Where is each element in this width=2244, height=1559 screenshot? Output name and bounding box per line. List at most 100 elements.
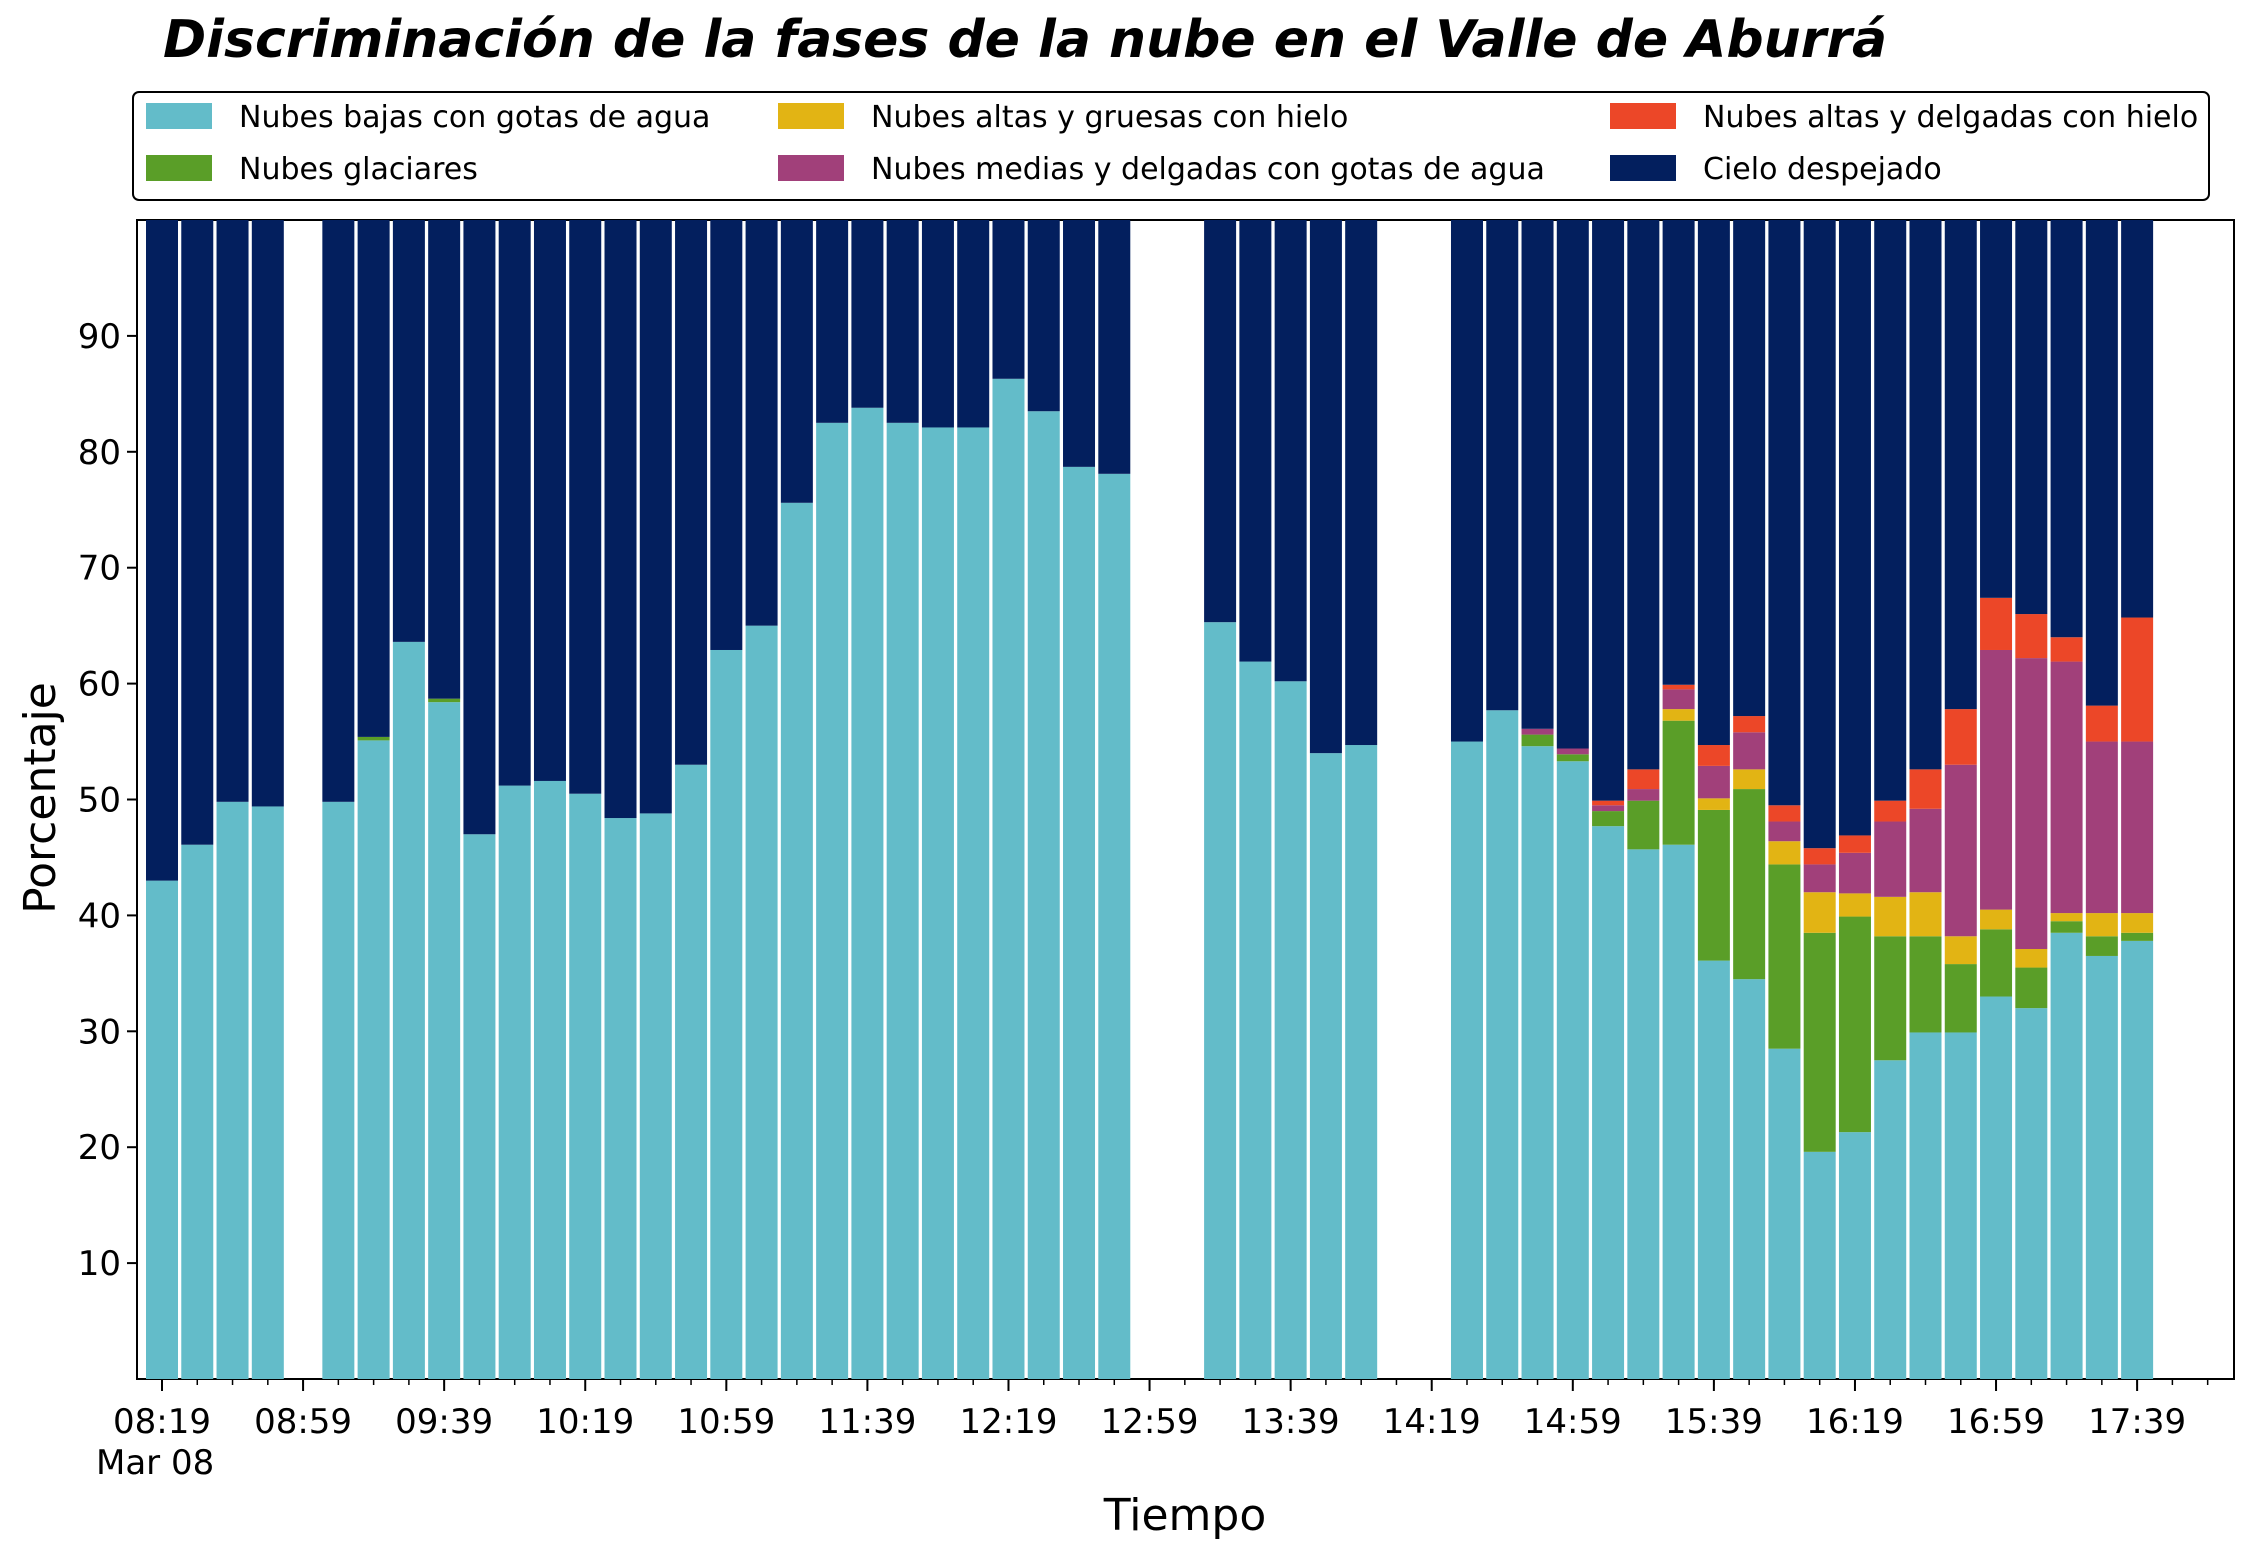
bar-segment-nubes-altas-y-gruesas-con-hielo [1697,798,1730,810]
bar-segment-nubes-altas-y-delgadas-con-hielo [1803,848,1836,865]
bar-stack [886,220,919,1379]
legend-item: Nubes altas y gruesas con hielo [778,100,1348,135]
legend-item: Nubes medias y delgadas con gotas de agu… [778,152,1545,187]
bar-segment-nubes-bajas-con-gotas-de-agua [1345,745,1378,1379]
bar-segment-nubes-bajas-con-gotas-de-agua [1874,1060,1907,1379]
bar-segment-nubes-glaciares [1803,932,1836,1152]
bar-segment-nubes-bajas-con-gotas-de-agua [851,407,884,1379]
bar-stack [957,220,990,1379]
legend-label: Nubes bajas con gotas de agua [239,100,710,135]
bar-stack [710,220,743,1379]
y-tick-label: 20 [78,1128,121,1168]
bar-segment-nubes-glaciares [1556,754,1589,762]
bar-segment-nubes-bajas-con-gotas-de-agua [1309,753,1342,1379]
bar-segment-cielo-despejado [851,220,884,408]
bar-stack [392,220,425,1379]
y-axis: 10 20 30 40 50 60 70 80 90 [78,317,137,1284]
bar-segment-nubes-bajas-con-gotas-de-agua [1592,826,1625,1379]
bar-segment-nubes-bajas-con-gotas-de-agua [1450,741,1483,1379]
bar-segment-cielo-despejado [1733,220,1766,717]
y-tick-label: 40 [78,896,121,936]
x-tick-label: 14:59 [1524,1402,1622,1442]
bar-segment-cielo-despejado [1803,220,1836,849]
bar-stack [1345,220,1378,1379]
bar-segment-nubes-bajas-con-gotas-de-agua [1803,1151,1836,1379]
bar-stack [1803,220,1836,1379]
y-tick-label: 80 [78,433,121,473]
legend-swatch [1610,103,1676,129]
bar-segment-nubes-bajas-con-gotas-de-agua [992,378,1025,1380]
bar-segment-nubes-medias-y-delgadas-con-gotas-de-agua [1803,864,1836,893]
bar-stack [1450,220,1483,1379]
bar-segment-nubes-bajas-con-gotas-de-agua [1521,746,1554,1379]
bar-segment-cielo-despejado [1627,220,1660,770]
legend-label: Nubes altas y delgadas con hielo [1703,100,2198,135]
bar-segment-nubes-medias-y-delgadas-con-gotas-de-agua [1838,852,1871,894]
bar-stack [921,220,954,1379]
bar-segment-cielo-despejado [710,220,743,650]
bar-segment-nubes-bajas-con-gotas-de-agua [710,649,743,1379]
bar-stack [1027,220,1060,1379]
legend-item: Nubes bajas con gotas de agua [146,100,710,135]
bar-segment-cielo-despejado [1980,220,2013,598]
bar-segment-nubes-bajas-con-gotas-de-agua [1486,710,1519,1379]
bar-stack [1309,220,1342,1379]
bar-stack [1239,220,1272,1379]
bar-segment-nubes-glaciares [428,698,461,703]
legend-label: Nubes medias y delgadas con gotas de agu… [871,152,1545,187]
bar-segment-cielo-despejado [357,220,390,737]
bar-segment-cielo-despejado [569,220,602,794]
bar-stack [2085,220,2118,1379]
bar-segment-nubes-altas-y-delgadas-con-hielo [1838,835,1871,853]
bar-segment-nubes-bajas-con-gotas-de-agua [498,785,531,1379]
bar-segment-cielo-despejado [639,220,672,814]
bar-segment-nubes-bajas-con-gotas-de-agua [2050,932,2083,1379]
bar-segment-nubes-altas-y-gruesas-con-hielo [1662,709,1695,721]
bar-segment-nubes-glaciares [357,736,390,741]
bar-segment-nubes-glaciares [1521,734,1554,747]
bar-segment-nubes-glaciares [1838,916,1871,1133]
bar-stack [1098,220,1131,1379]
bar-segment-nubes-bajas-con-gotas-de-agua [322,801,355,1379]
x-tick-label: 12:59 [1101,1402,1199,1442]
bar-segment-nubes-altas-y-delgadas-con-hielo [1627,769,1660,790]
bar-stack [146,220,178,1379]
bar-segment-cielo-despejado [181,220,214,845]
bar-segment-cielo-despejado [1239,220,1272,662]
bar-stack [357,220,390,1379]
bar-segment-nubes-bajas-con-gotas-de-agua [780,502,813,1379]
bar-segment-nubes-altas-y-gruesas-con-hielo [1733,769,1766,790]
bar-segment-nubes-medias-y-delgadas-con-gotas-de-agua [1874,821,1907,897]
bar-stack [533,220,566,1379]
bar-segment-cielo-despejado [146,220,178,881]
bar-segment-nubes-bajas-con-gotas-de-agua [1627,849,1660,1379]
bar-segment-nubes-medias-y-delgadas-con-gotas-de-agua [1768,821,1801,842]
bar-segment-cielo-despejado [1556,220,1589,749]
bar-segment-nubes-bajas-con-gotas-de-agua [216,801,249,1379]
bar-segment-nubes-medias-y-delgadas-con-gotas-de-agua [1556,748,1589,755]
bar-segment-nubes-altas-y-gruesas-con-hielo [1980,909,2013,930]
bar-stack [1874,220,1907,1379]
x-date-label: Mar 08 [96,1443,214,1483]
legend-swatch [778,155,844,181]
bar-segment-nubes-altas-y-gruesas-con-hielo [2085,913,2118,937]
x-tick-label: 16:19 [1806,1402,1904,1442]
x-axis-label: Tiempo [1103,1490,1267,1541]
bar-segment-nubes-bajas-con-gotas-de-agua [675,764,708,1379]
bar-segment-cielo-despejado [1204,220,1237,623]
bar-segment-cielo-despejado [1697,220,1730,746]
bar-segment-nubes-altas-y-delgadas-con-hielo [1909,769,1942,809]
legend-swatch [146,103,212,129]
legend-swatch [146,155,212,181]
bar-segment-nubes-bajas-con-gotas-de-agua [146,880,178,1379]
bar-segment-nubes-glaciares [1627,800,1660,850]
bar-segment-cielo-despejado [1063,220,1096,467]
legend-swatch [1610,155,1676,181]
x-tick-label: 11:39 [818,1402,916,1442]
bar-segment-nubes-medias-y-delgadas-con-gotas-de-agua [2121,741,2154,914]
bar-segment-nubes-bajas-con-gotas-de-agua [886,422,919,1379]
bar-segment-cielo-despejado [1521,220,1554,729]
bar-segment-nubes-altas-y-delgadas-con-hielo [1697,745,1730,766]
bar-stack [2050,220,2083,1379]
bar-segment-cielo-despejado [2015,220,2048,615]
